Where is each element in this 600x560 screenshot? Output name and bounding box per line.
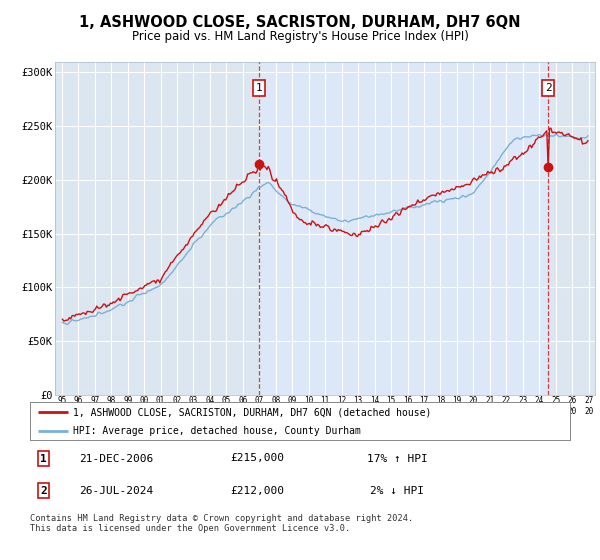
Text: Contains HM Land Registry data © Crown copyright and database right 2024.
This d: Contains HM Land Registry data © Crown c… <box>30 514 413 534</box>
Text: 2: 2 <box>545 83 551 94</box>
Text: 1: 1 <box>255 83 262 94</box>
Text: 1, ASHWOOD CLOSE, SACRISTON, DURHAM, DH7 6QN: 1, ASHWOOD CLOSE, SACRISTON, DURHAM, DH7… <box>79 15 521 30</box>
Bar <box>259 62 548 395</box>
Text: Price paid vs. HM Land Registry's House Price Index (HPI): Price paid vs. HM Land Registry's House … <box>131 30 469 43</box>
Text: £212,000: £212,000 <box>230 486 284 496</box>
Text: 1: 1 <box>40 454 47 464</box>
Text: £215,000: £215,000 <box>230 454 284 464</box>
Text: 26-JUL-2024: 26-JUL-2024 <box>79 486 154 496</box>
Text: 2: 2 <box>40 486 47 496</box>
Text: 21-DEC-2006: 21-DEC-2006 <box>79 454 154 464</box>
Text: HPI: Average price, detached house, County Durham: HPI: Average price, detached house, Coun… <box>73 426 361 436</box>
Bar <box>55 62 259 395</box>
Text: 17% ↑ HPI: 17% ↑ HPI <box>367 454 428 464</box>
Text: 1, ASHWOOD CLOSE, SACRISTON, DURHAM, DH7 6QN (detached house): 1, ASHWOOD CLOSE, SACRISTON, DURHAM, DH7… <box>73 407 431 417</box>
Text: 2% ↓ HPI: 2% ↓ HPI <box>370 486 424 496</box>
Bar <box>548 62 595 395</box>
